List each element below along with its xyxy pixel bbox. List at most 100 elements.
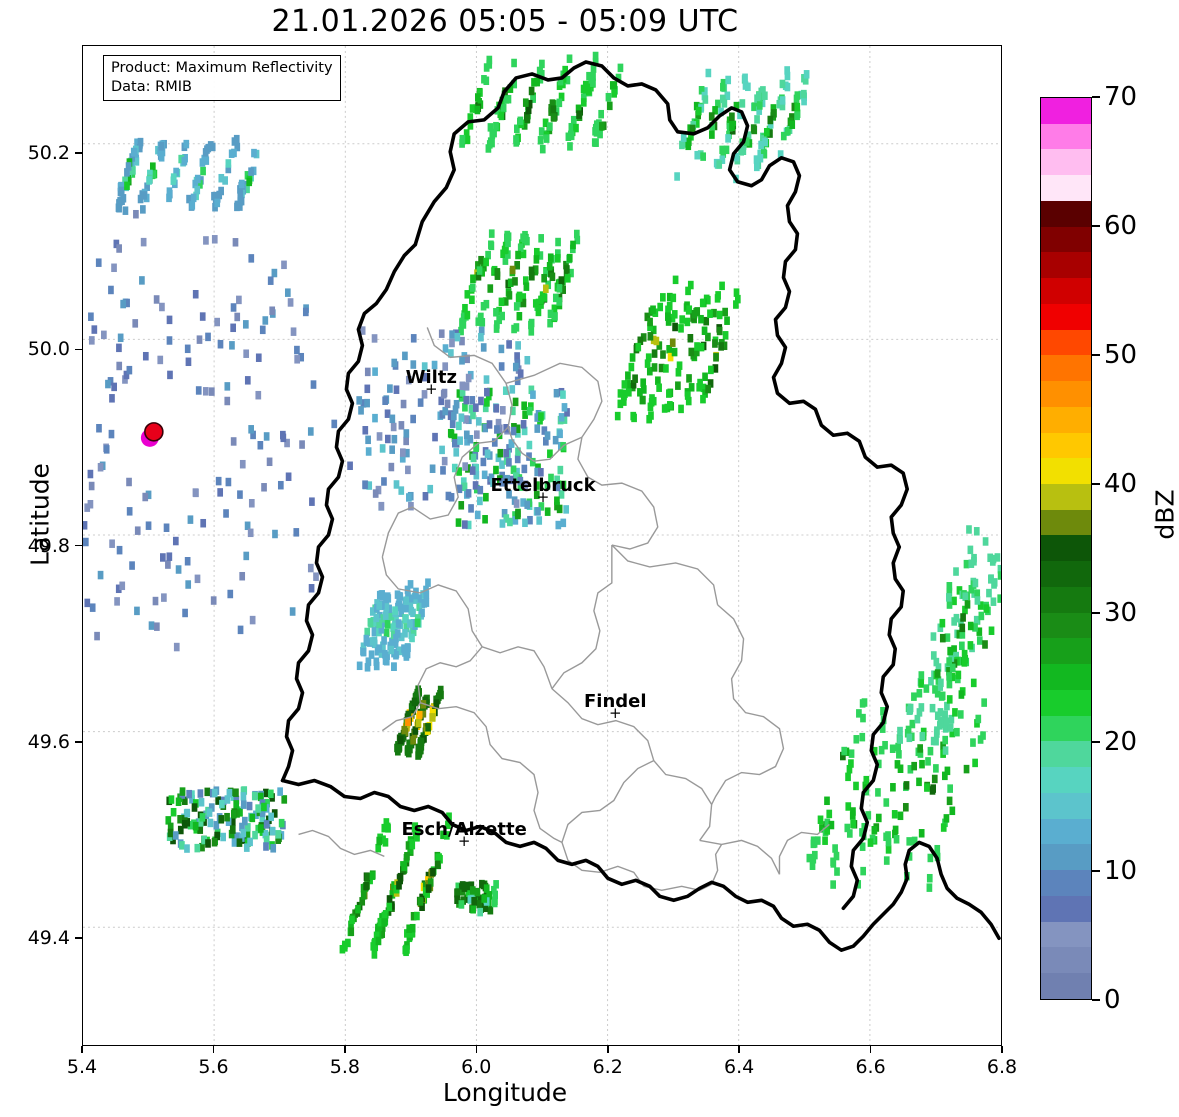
radar-echo-cell bbox=[440, 830, 446, 840]
radar-echo-cell bbox=[745, 131, 752, 140]
x-tick-label: 6.8 bbox=[986, 1056, 1018, 1078]
radar-echo-cell bbox=[419, 608, 425, 618]
radar-echo-cell bbox=[499, 519, 506, 528]
radar-echo-cell bbox=[238, 179, 245, 189]
radar-echo-cell bbox=[396, 600, 403, 610]
radar-echo-cell bbox=[860, 713, 866, 723]
radar-echo-cell bbox=[648, 411, 654, 420]
radar-station-dot[interactable] bbox=[144, 422, 164, 442]
radar-echo-cell bbox=[893, 835, 900, 844]
radar-echo-cell bbox=[472, 481, 479, 490]
radar-echo-cell bbox=[754, 94, 760, 103]
radar-echo-cell bbox=[785, 127, 791, 136]
radar-echo-cell bbox=[563, 260, 569, 270]
radar-echo-cell bbox=[534, 467, 541, 477]
radar-echo-cell bbox=[962, 605, 968, 615]
radar-echo-cell bbox=[148, 621, 155, 630]
radar-echo-cell bbox=[407, 744, 413, 754]
colorbar-band bbox=[1041, 149, 1091, 176]
colorbar[interactable] bbox=[1040, 97, 1092, 1000]
radar-echo-cell bbox=[650, 325, 657, 335]
radar-echo-cell bbox=[665, 312, 671, 321]
radar-echo-cell bbox=[388, 612, 395, 621]
radar-echo-cell bbox=[116, 244, 122, 253]
radar-echo-cell bbox=[859, 732, 866, 742]
radar-echo-cell bbox=[216, 190, 223, 200]
colorbar-tick-mark bbox=[1092, 354, 1100, 356]
radar-echo-cell bbox=[564, 408, 570, 417]
radar-echo-cell bbox=[378, 501, 385, 511]
radar-echo-cell bbox=[758, 140, 764, 150]
radar-echo-cell bbox=[658, 363, 665, 373]
radar-station-marker[interactable] bbox=[140, 422, 164, 447]
radar-echo-cell bbox=[175, 565, 182, 574]
radar-echo-cell bbox=[458, 326, 464, 336]
radar-echo-cell bbox=[409, 633, 415, 643]
radar-echo-cell bbox=[403, 614, 409, 624]
radar-echo-cell bbox=[469, 886, 476, 895]
radar-echo-cell bbox=[693, 119, 700, 128]
radar-echo-cell bbox=[197, 818, 204, 827]
radar-echo-cell bbox=[833, 851, 840, 861]
radar-echo-cell bbox=[172, 536, 179, 546]
radar-echo-cell bbox=[186, 789, 193, 799]
radar-echo-cell bbox=[275, 830, 282, 839]
radar-echo-cell bbox=[468, 504, 474, 513]
radar-echo-cell bbox=[533, 255, 540, 264]
radar-echo-cell bbox=[716, 326, 723, 336]
radar-echo-cell bbox=[542, 284, 549, 293]
radar-echo-cell bbox=[202, 148, 209, 157]
radar-echo-cell bbox=[699, 298, 706, 308]
radar-echo-cell bbox=[551, 113, 557, 122]
radar-echo-cell bbox=[512, 277, 518, 286]
radar-echo-cell bbox=[718, 107, 724, 117]
radar-echo-cell bbox=[956, 586, 963, 595]
radar-echo-cell bbox=[930, 784, 937, 793]
radar-echo-cell bbox=[369, 871, 376, 880]
radar-echo-cell bbox=[656, 341, 663, 350]
radar-echo-cell bbox=[625, 388, 632, 397]
radar-echo-cell bbox=[212, 202, 218, 212]
radar-echo-cell bbox=[464, 354, 470, 364]
radar-echo-cell bbox=[537, 66, 543, 76]
radar-echo-cell bbox=[916, 777, 922, 787]
radar-echo-cell bbox=[126, 365, 133, 375]
radar-echo-cell bbox=[937, 623, 944, 633]
radar-echo-cell bbox=[942, 735, 949, 745]
radar-echo-cell bbox=[729, 122, 735, 131]
radar-echo-cell bbox=[313, 572, 319, 581]
radar-echo-cell bbox=[957, 710, 964, 719]
radar-echo-cell bbox=[381, 477, 387, 486]
radar-echo-cell bbox=[514, 376, 521, 386]
radar-echo-cell bbox=[784, 71, 791, 81]
radar-echo-cell bbox=[181, 156, 188, 166]
colorbar-band bbox=[1041, 715, 1091, 742]
radar-map-plot[interactable]: Product: Maximum Reflectivity Data: RMIB… bbox=[82, 45, 1002, 1046]
radar-echo-cell bbox=[719, 155, 726, 164]
colorbar-tick-mark bbox=[1092, 741, 1100, 743]
radar-echo-cell bbox=[165, 816, 172, 825]
radar-echo-cell bbox=[946, 695, 953, 704]
radar-echo-cell bbox=[959, 630, 966, 639]
radar-echo-cell bbox=[946, 657, 953, 666]
radar-echo-cell bbox=[383, 628, 390, 638]
radar-echo-cell bbox=[409, 923, 416, 933]
radar-echo-cell bbox=[478, 332, 484, 342]
radar-echo-cell bbox=[544, 481, 551, 490]
radar-echo-cell bbox=[244, 521, 251, 531]
radar-echo-cell bbox=[462, 462, 469, 471]
radar-echo-cell bbox=[830, 859, 837, 868]
radar-echo-cell bbox=[701, 326, 708, 336]
radar-echo-cell bbox=[246, 177, 253, 187]
radar-echo-cell bbox=[405, 375, 412, 385]
radar-echo-cell bbox=[467, 895, 474, 904]
radar-echo-cell bbox=[230, 437, 237, 446]
colorbar-band bbox=[1041, 458, 1091, 485]
radar-echo-cell bbox=[264, 798, 270, 808]
radar-echo-cell bbox=[880, 707, 886, 716]
radar-echo-cell bbox=[423, 590, 430, 599]
radar-echo-cell bbox=[751, 102, 758, 111]
radar-echo-cell bbox=[525, 105, 532, 115]
radar-echo-cell bbox=[495, 453, 502, 463]
radar-echo-cell bbox=[526, 406, 533, 416]
